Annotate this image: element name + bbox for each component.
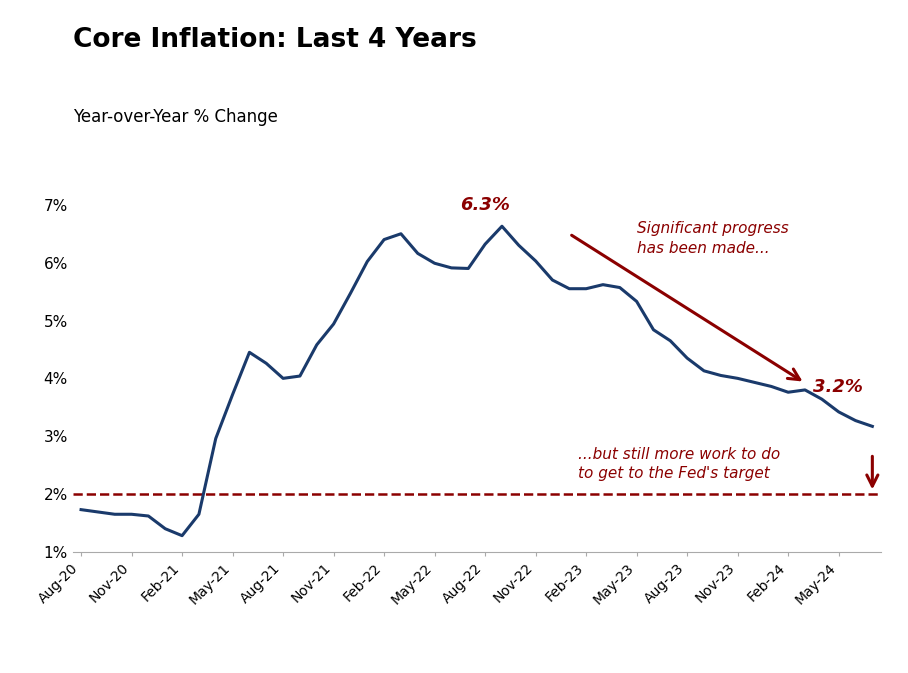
Text: 6.3%: 6.3%: [460, 196, 510, 213]
Text: Core Inflation: Last 4 Years: Core Inflation: Last 4 Years: [73, 27, 477, 53]
Text: Significant progress
has been made...: Significant progress has been made...: [637, 221, 788, 256]
Text: 3.2%: 3.2%: [814, 378, 864, 396]
Text: ...but still more work to do
to get to the Fed's target: ...but still more work to do to get to t…: [577, 447, 780, 481]
Text: Year-over-Year % Change: Year-over-Year % Change: [73, 108, 278, 126]
